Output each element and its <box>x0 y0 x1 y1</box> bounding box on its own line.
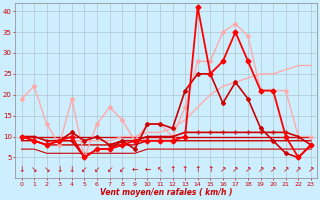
Text: ↗: ↗ <box>270 165 276 174</box>
Text: ←: ← <box>132 165 138 174</box>
Text: ↓: ↓ <box>56 165 62 174</box>
Text: ↗: ↗ <box>245 165 251 174</box>
Text: ↗: ↗ <box>283 165 289 174</box>
X-axis label: Vent moyen/en rafales ( km/h ): Vent moyen/en rafales ( km/h ) <box>100 188 233 197</box>
Text: ↖: ↖ <box>157 165 163 174</box>
Text: ↓: ↓ <box>69 165 75 174</box>
Text: ↙: ↙ <box>94 165 100 174</box>
Text: ↙: ↙ <box>107 165 113 174</box>
Text: ↗: ↗ <box>308 165 314 174</box>
Text: ↗: ↗ <box>295 165 301 174</box>
Text: ↘: ↘ <box>31 165 37 174</box>
Text: ↙: ↙ <box>81 165 88 174</box>
Text: ↗: ↗ <box>257 165 264 174</box>
Text: ↗: ↗ <box>232 165 239 174</box>
Text: ↗: ↗ <box>220 165 226 174</box>
Text: ↑: ↑ <box>182 165 188 174</box>
Text: ↑: ↑ <box>169 165 176 174</box>
Text: ↓: ↓ <box>18 165 25 174</box>
Text: ←: ← <box>144 165 150 174</box>
Text: ↙: ↙ <box>119 165 125 174</box>
Text: ↑: ↑ <box>207 165 213 174</box>
Text: ↘: ↘ <box>44 165 50 174</box>
Text: ↑: ↑ <box>195 165 201 174</box>
